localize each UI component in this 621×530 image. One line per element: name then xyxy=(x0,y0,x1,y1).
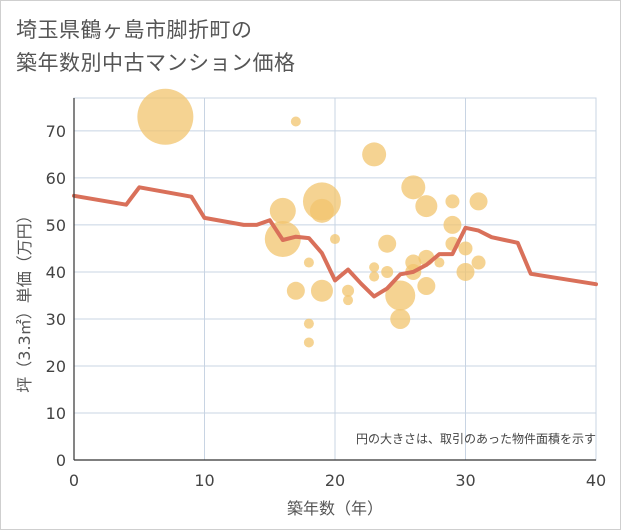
y-tick-label: 0 xyxy=(56,451,66,470)
data-bubble xyxy=(378,234,397,253)
data-bubble xyxy=(309,198,334,223)
y-axis-label: 坪（3.3㎡）単価（万円） xyxy=(15,207,34,392)
data-bubble xyxy=(417,277,436,296)
x-tick-label: 0 xyxy=(69,471,79,490)
data-bubble xyxy=(458,241,473,256)
data-bubble xyxy=(343,295,354,306)
x-tick-label: 30 xyxy=(455,471,475,490)
data-bubble xyxy=(443,215,462,234)
average-price-line xyxy=(72,185,598,299)
data-bubble xyxy=(434,257,445,268)
data-bubble xyxy=(342,284,355,297)
chart-title-line1: 埼玉県鶴ヶ島市脚折町の xyxy=(16,18,253,42)
y-tick-label: 30 xyxy=(46,310,66,329)
data-bubble xyxy=(390,308,411,329)
data-bubble xyxy=(369,271,380,282)
data-bubble xyxy=(381,265,394,278)
data-bubble xyxy=(471,255,486,270)
data-bubble xyxy=(330,234,340,245)
x-tick-label: 40 xyxy=(586,471,606,490)
data-bubble xyxy=(385,280,416,311)
data-bubble xyxy=(290,116,301,127)
data-bubble xyxy=(310,279,333,302)
data-bubble xyxy=(445,194,460,209)
data-bubble xyxy=(456,262,475,281)
data-bubble xyxy=(137,88,194,145)
bubble-series xyxy=(137,88,488,348)
data-bubble xyxy=(469,192,488,211)
x-axis-label: 築年数（年） xyxy=(287,499,383,518)
chart-title-line2: 築年数別中古マンション価格 xyxy=(16,51,296,75)
data-bubble xyxy=(269,197,296,224)
data-bubble xyxy=(286,281,305,300)
y-tick-label: 10 xyxy=(46,404,66,423)
data-bubble xyxy=(303,337,314,348)
x-tick-label: 10 xyxy=(194,471,214,490)
y-tick-label: 40 xyxy=(46,263,66,282)
chart-title: 埼玉県鶴ヶ島市脚折町の 築年数別中古マンション価格 xyxy=(16,14,296,80)
y-tick-label: 20 xyxy=(46,357,66,376)
bubble-size-annotation: 円の大きさは、取引のあった物件面積を示す xyxy=(356,431,596,446)
data-bubble xyxy=(303,318,314,329)
data-bubble xyxy=(415,195,438,218)
y-tick-label: 70 xyxy=(46,122,66,141)
data-bubble xyxy=(303,257,314,268)
data-bubble xyxy=(401,175,426,200)
data-bubble xyxy=(369,262,380,273)
tick-labels: 0 10 20 30 40 50 60 70 0 10 20 30 40 xyxy=(46,122,607,490)
axes xyxy=(73,98,596,461)
average-line-series xyxy=(72,185,598,299)
y-tick-label: 60 xyxy=(46,169,66,188)
data-bubble xyxy=(362,142,387,167)
y-tick-label: 50 xyxy=(46,216,66,235)
x-tick-label: 20 xyxy=(325,471,345,490)
